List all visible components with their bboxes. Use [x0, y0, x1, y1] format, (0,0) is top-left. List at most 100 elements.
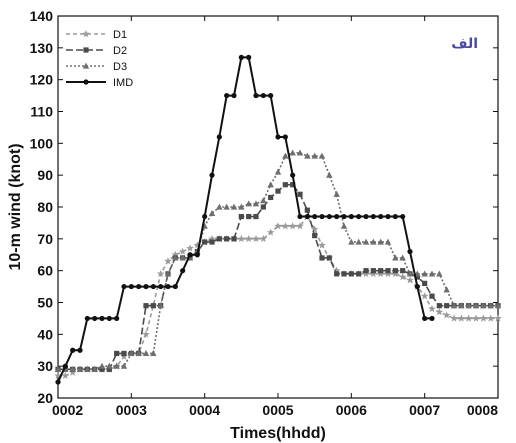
data-point-d3 — [384, 238, 392, 245]
data-point-d3 — [494, 302, 502, 309]
series-line-d2 — [58, 183, 498, 371]
data-point-d2 — [312, 233, 318, 239]
data-point-imd — [92, 315, 98, 322]
data-point-d2 — [202, 239, 208, 245]
data-point-d1 — [252, 234, 260, 243]
data-point-d1 — [486, 314, 495, 322]
data-point-d1 — [142, 330, 150, 338]
data-point-d1 — [332, 266, 341, 274]
data-point-imd — [216, 134, 222, 140]
data-point-d2 — [260, 204, 266, 210]
data-point-d3 — [377, 238, 384, 245]
data-point-imd — [246, 54, 252, 60]
data-point-d1 — [406, 276, 414, 284]
data-point-d2 — [385, 268, 391, 274]
data-point-d3 — [362, 238, 370, 245]
data-point-d3 — [238, 203, 245, 210]
data-point-d1 — [420, 292, 429, 300]
data-point-imd — [172, 283, 178, 290]
data-point-d2 — [319, 255, 325, 261]
data-point-d2 — [348, 271, 354, 277]
y-tick-label: 40 — [37, 326, 53, 342]
data-point-d3 — [128, 350, 135, 357]
data-point-d1 — [266, 228, 275, 236]
data-point-imd — [99, 315, 105, 322]
data-point-d1 — [156, 269, 165, 278]
data-point-d3 — [135, 350, 142, 357]
data-point-d2 — [429, 293, 435, 299]
data-point-d1 — [296, 222, 304, 230]
data-point-d3 — [326, 171, 333, 178]
x-tick-label: 0008 — [467, 402, 498, 418]
series-line-d3 — [58, 152, 498, 371]
data-point-d2 — [209, 239, 215, 245]
data-point-d1 — [442, 311, 451, 319]
series-imd — [55, 54, 435, 385]
data-point-d3 — [230, 203, 238, 210]
data-point-d3 — [318, 152, 326, 159]
data-point-imd — [319, 213, 325, 220]
data-point-d3 — [443, 286, 450, 293]
data-point-d1 — [398, 273, 407, 281]
data-point-d2 — [414, 274, 420, 280]
data-point-imd — [378, 213, 384, 220]
data-point-d1 — [310, 225, 319, 233]
data-point-d2 — [246, 213, 252, 220]
data-point-d1 — [318, 241, 326, 249]
y-axis-ticks: 20 30 40 50 60 70 80 90 100 110 120 130 140 — [30, 8, 498, 406]
data-point-d3 — [223, 203, 230, 210]
data-point-d2 — [436, 303, 442, 309]
data-point-imd — [106, 315, 112, 322]
data-point-d2 — [224, 236, 230, 242]
data-point-imd — [209, 172, 215, 178]
data-point-d3 — [216, 203, 223, 210]
series-d3 — [54, 149, 502, 372]
data-point-d3 — [348, 238, 355, 245]
data-point-d2 — [370, 268, 376, 274]
data-point-d3 — [406, 270, 414, 277]
data-point-d3 — [399, 254, 406, 261]
data-point-d3 — [252, 200, 260, 207]
data-point-imd — [62, 363, 68, 369]
data-point-imd — [297, 213, 303, 220]
y-tick-label: 110 — [30, 104, 53, 120]
data-point-d3 — [296, 149, 304, 156]
data-point-d2 — [114, 350, 120, 357]
data-point-d1 — [120, 352, 128, 360]
data-point-d2 — [99, 366, 105, 372]
data-point-imd — [121, 283, 127, 290]
data-point-d2 — [216, 236, 222, 242]
y-tick-label: 80 — [37, 199, 53, 215]
data-point-d3 — [267, 181, 274, 188]
data-point-imd — [268, 92, 274, 99]
x-tick-label: 0004 — [189, 402, 220, 418]
data-point-d2 — [253, 213, 259, 220]
data-point-imd — [363, 213, 369, 220]
data-point-imd — [414, 283, 420, 290]
data-point-d2 — [326, 255, 332, 261]
data-point-imd — [180, 268, 186, 274]
data-point-imd — [238, 54, 244, 60]
data-point-d3 — [245, 200, 252, 207]
data-point-d1 — [384, 269, 392, 278]
y-tick-label: 30 — [37, 358, 53, 374]
y-tick-label: 130 — [30, 40, 54, 56]
y-tick-label: 140 — [30, 8, 54, 24]
data-point-imd — [429, 315, 435, 322]
data-point-imd — [356, 213, 362, 220]
data-point-d3 — [157, 302, 164, 309]
data-point-d1 — [369, 269, 378, 278]
data-point-d2 — [363, 268, 369, 274]
data-point-d2 — [400, 268, 406, 274]
data-point-imd — [158, 283, 164, 290]
data-point-d2 — [121, 350, 127, 357]
data-point-d3 — [465, 302, 472, 309]
data-point-d2 — [238, 213, 244, 220]
data-point-imd — [84, 315, 90, 322]
data-point-d1 — [68, 368, 77, 376]
series-d2 — [55, 182, 501, 372]
x-tick-label: 0006 — [336, 402, 367, 418]
legend-marker-d3 — [82, 62, 90, 69]
data-point-imd — [334, 213, 340, 220]
